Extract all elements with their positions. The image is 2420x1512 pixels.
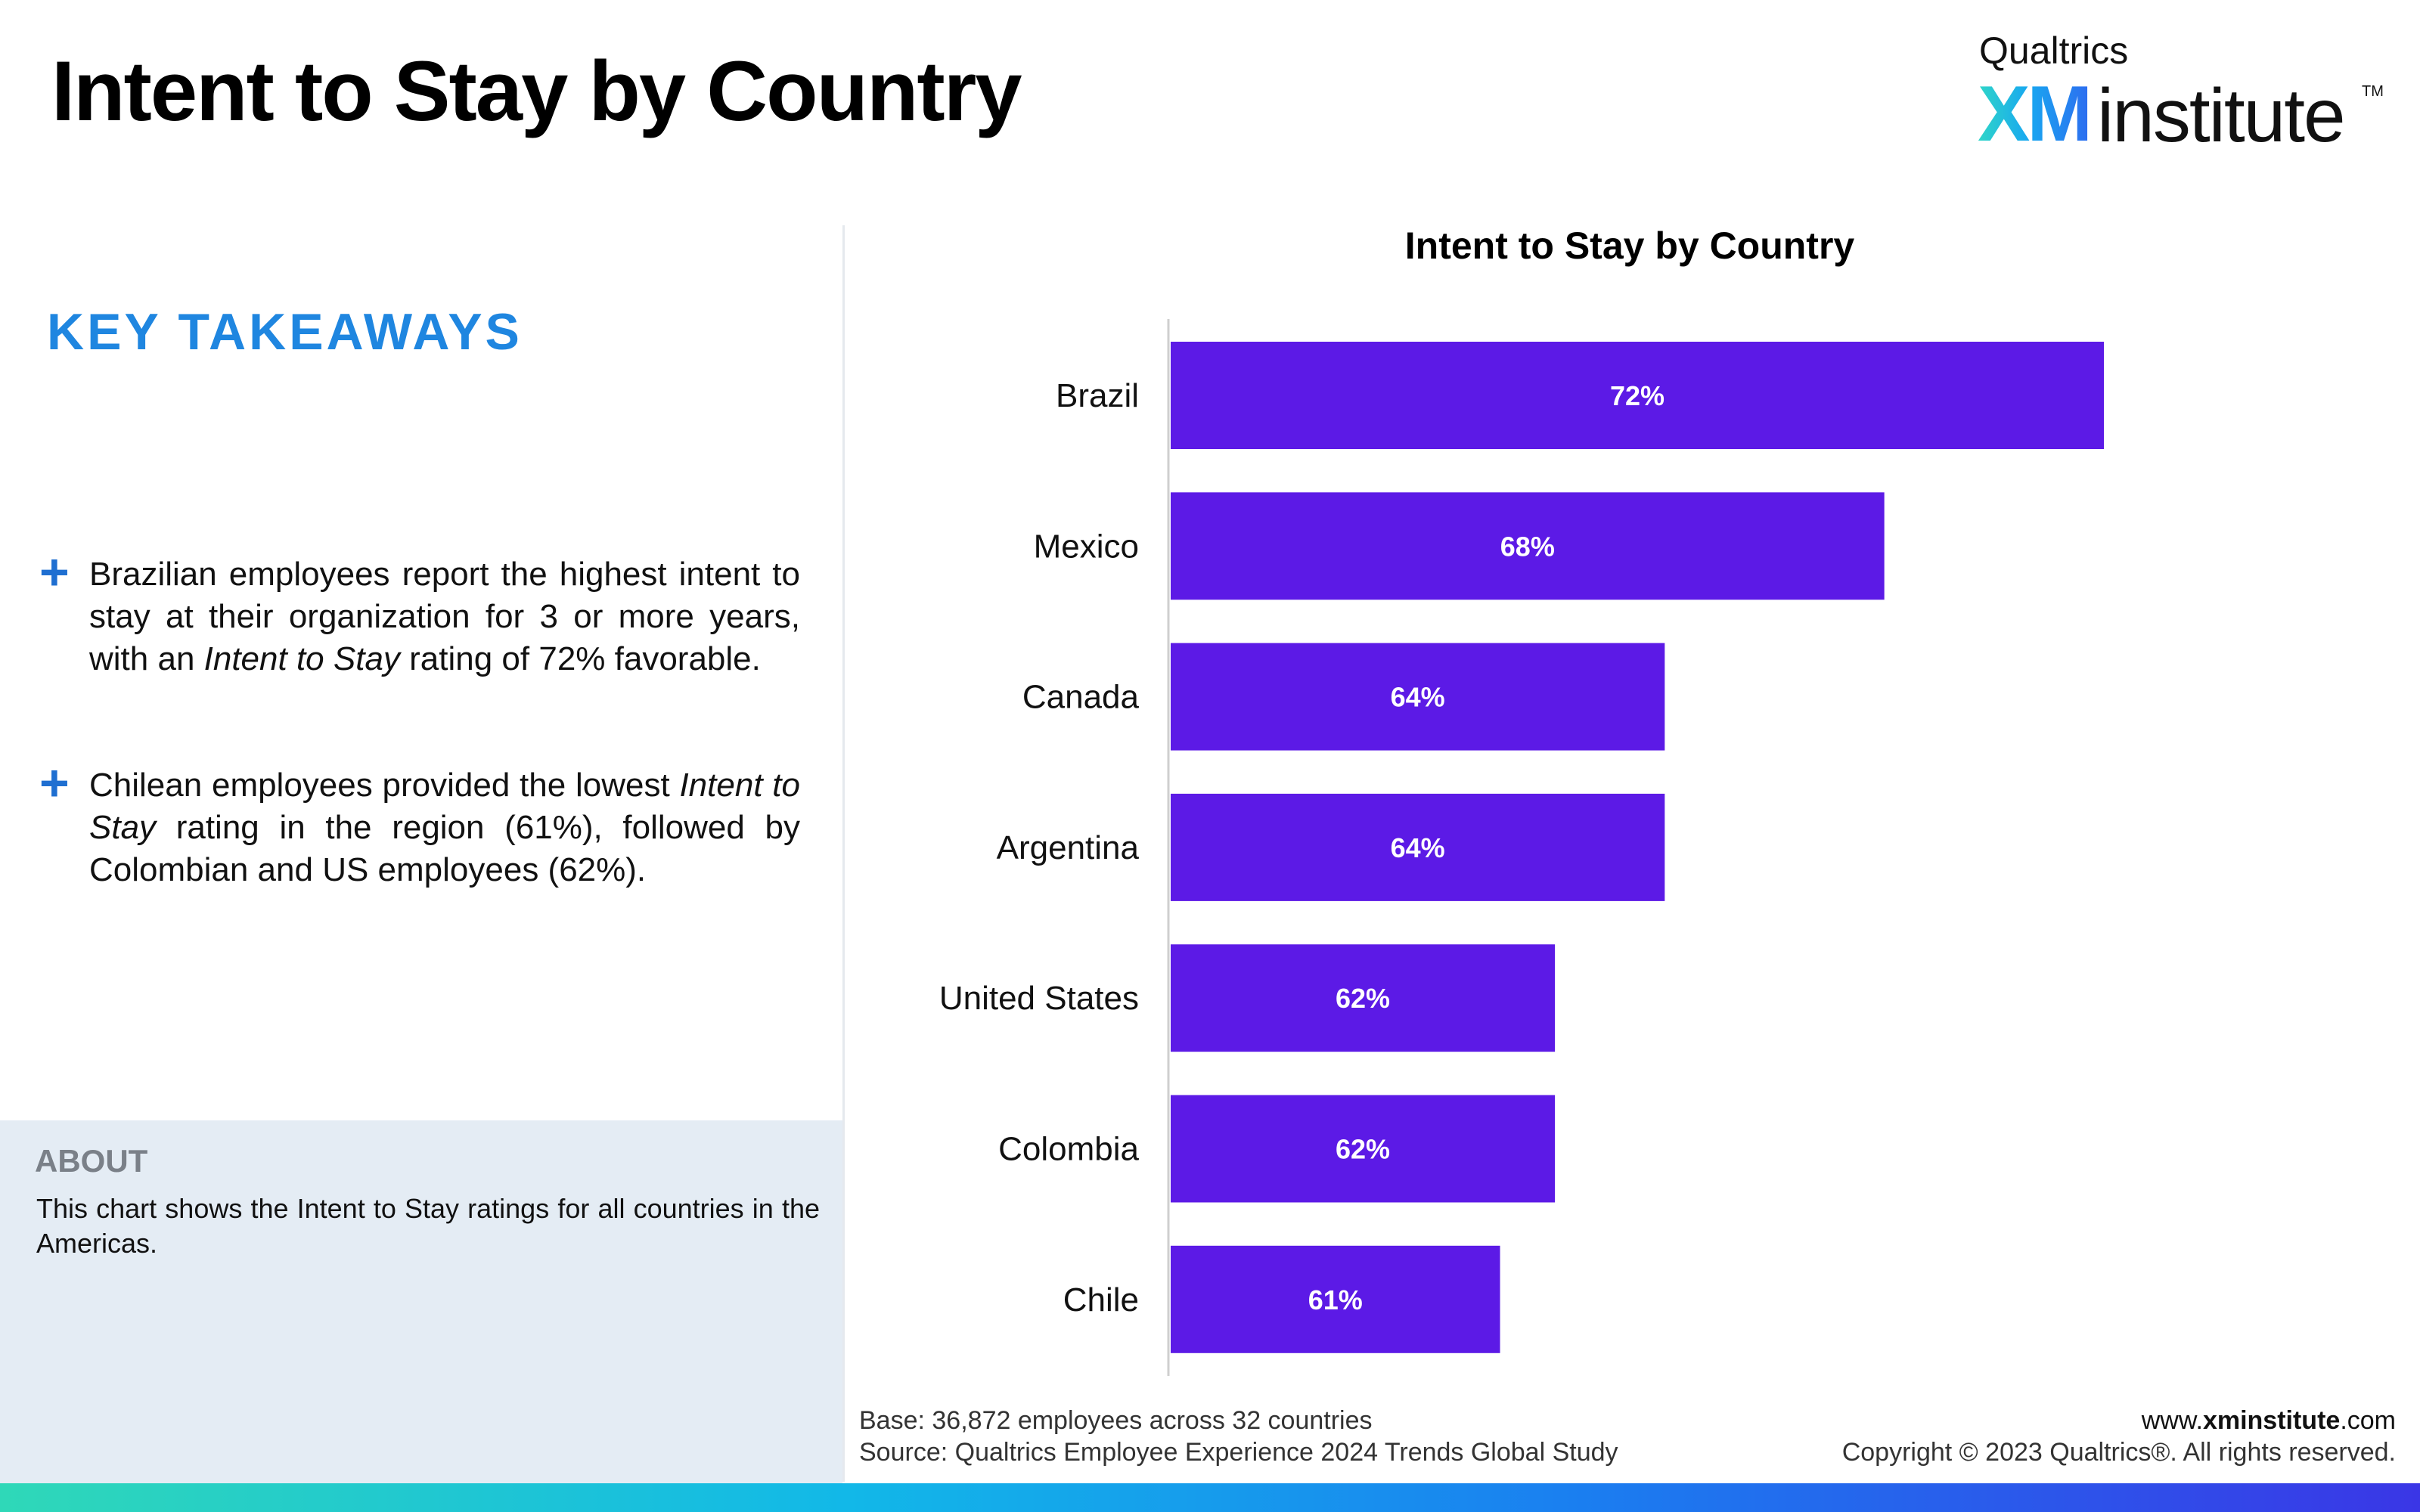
about-panel: ABOUT This chart shows the Intent to Sta… — [0, 1120, 842, 1485]
bar-chile — [1171, 1245, 1500, 1353]
url-suffix: .com — [2340, 1406, 2396, 1435]
takeaway-text: Brazilian employees report the highest i… — [89, 553, 800, 680]
plus-icon: + — [39, 754, 70, 812]
about-heading: ABOUT — [35, 1143, 148, 1179]
bar-canada — [1171, 643, 1665, 751]
copyright-note: Copyright © 2023 Qualtrics®. All rights … — [1841, 1438, 2396, 1467]
bar-united-states — [1171, 944, 1556, 1052]
takeaway-item: + Brazilian employees report the highest… — [39, 544, 800, 680]
url-prefix: www. — [2141, 1406, 2203, 1435]
base-note: Base: 36,872 employees across 32 countri… — [859, 1406, 1373, 1435]
xm-institute-logo: Qualtrics XM institute TM — [1978, 29, 2384, 158]
value-label: 64% — [1391, 832, 1445, 863]
key-takeaways-heading: KEY TAKEAWAYS — [47, 303, 523, 361]
logo-brand-text: Qualtrics — [1979, 29, 2129, 72]
takeaway-emphasis: Intent to Stay — [89, 767, 800, 846]
logo-xm-text: XM — [1978, 70, 2093, 158]
bar-argentina — [1171, 793, 1665, 901]
gradient-footer-bar — [0, 1483, 2420, 1512]
category-label: Canada — [1022, 679, 1140, 716]
bar-chart: Brazil 72% Mexico 68% Canada 64% Argentina 64% U… — [939, 319, 2104, 1376]
category-label: Colombia — [998, 1131, 1139, 1168]
takeaway-text-part: Brazilian employees report the highest i… — [89, 556, 800, 677]
category-label: Brazil — [1056, 377, 1139, 414]
value-label: 61% — [1308, 1284, 1363, 1315]
takeaway-emphasis: Intent to Stay — [203, 640, 400, 677]
bar-colombia — [1171, 1095, 1556, 1203]
plus-icon: + — [39, 544, 70, 601]
url-domain: xminstitute — [2202, 1406, 2341, 1435]
value-label: 68% — [1500, 531, 1555, 562]
category-label: United States — [939, 980, 1139, 1017]
chart-title: Intent to Stay by Country — [1404, 225, 1855, 267]
takeaway-text-part: rating in the region (61%), followed by … — [89, 809, 800, 888]
takeaway-text-part: Chilean employees provided the lowest — [89, 767, 680, 804]
page-title: Intent to Stay by Country — [51, 44, 1022, 138]
value-label: 62% — [1336, 983, 1390, 1014]
section-divider — [842, 225, 845, 1482]
value-label: 64% — [1391, 682, 1445, 713]
takeaway-text: Chilean employees provided the lowest In… — [89, 764, 800, 891]
bar-mexico — [1171, 492, 1885, 600]
takeaway-item: + Chilean employees provided the lowest … — [39, 754, 800, 891]
bar-brazil — [1171, 342, 2104, 449]
takeaway-text-part: rating of 72% favorable. — [399, 640, 761, 677]
logo-trademark: TM — [2362, 83, 2384, 100]
category-label: Chile — [1063, 1281, 1139, 1318]
source-note: Source: Qualtrics Employee Experience 20… — [859, 1438, 1618, 1467]
logo-institute-text: institute — [2097, 73, 2346, 158]
category-label: Mexico — [1034, 528, 1139, 565]
website-link[interactable]: www.xminstitute.com — [2142, 1406, 2396, 1436]
value-label: 62% — [1336, 1134, 1390, 1165]
about-text: This chart shows the Intent to Stay rati… — [36, 1193, 820, 1259]
category-label: Argentina — [997, 829, 1140, 866]
value-label: 72% — [1610, 380, 1665, 411]
